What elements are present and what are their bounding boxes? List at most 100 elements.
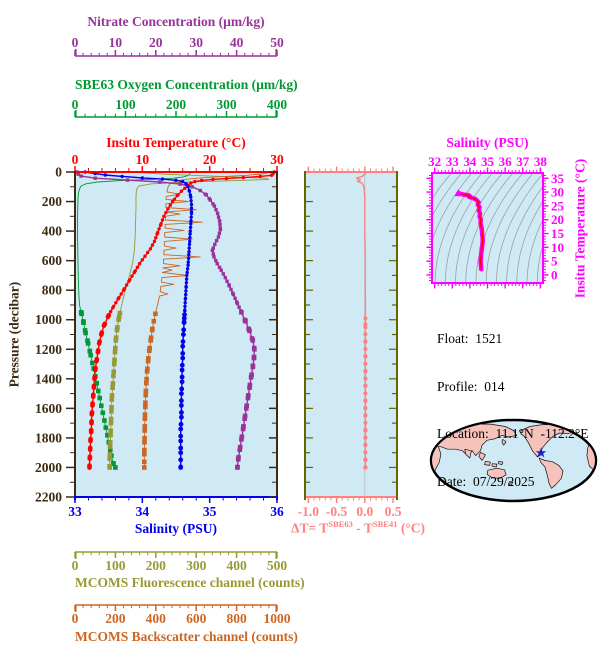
- salinity-marker: [189, 206, 194, 210]
- nitrate-axis: 0 10 20 30 40 50: [72, 35, 284, 57]
- pressure-axis-title: Pressure (decibar): [6, 281, 22, 388]
- nitrate-marker: [247, 385, 252, 390]
- temperature-marker: [166, 207, 170, 211]
- delta-t-marker: [363, 384, 368, 389]
- temperature-marker: [199, 178, 204, 183]
- salinity-marker: [189, 219, 193, 223]
- isopycnal-contour: [434, 173, 483, 283]
- nitrate-marker: [178, 182, 182, 186]
- nitrate-marker: [215, 211, 220, 216]
- pressure-tick-label: 0: [55, 165, 62, 180]
- pressure-tick-label: 2000: [35, 460, 62, 475]
- ts-sal-tick-label: 34: [463, 154, 477, 169]
- ts-sal-tick-label: 37: [516, 154, 530, 169]
- backscatter-marker: [147, 345, 152, 351]
- nitrate-marker: [211, 246, 215, 250]
- ts-temp-tick-label: 30: [551, 185, 564, 200]
- temperature-marker: [170, 199, 175, 204]
- temperature-marker: [109, 309, 113, 314]
- pressure-tick-label: 800: [42, 283, 63, 298]
- salinity-marker: [103, 173, 108, 177]
- fluorescence-marker: [108, 428, 113, 434]
- delta-t-marker: [363, 398, 368, 404]
- nitrate-marker: [235, 301, 240, 306]
- nitrate-marker: [251, 355, 257, 361]
- nitrate-marker: [241, 424, 246, 429]
- delta-t-marker: [363, 435, 368, 440]
- isopycnal-contour: [455, 173, 504, 283]
- backscatter-marker: [143, 392, 148, 398]
- temperature-marker: [89, 411, 95, 417]
- salinity-marker: [189, 222, 193, 226]
- salinity-marker: [181, 315, 187, 321]
- salinity-marker: [178, 438, 184, 444]
- delta-t-marker: [363, 369, 368, 374]
- salinity-marker: [183, 301, 187, 305]
- fluorescence-marker: [107, 444, 113, 450]
- temperature-marker: [88, 438, 93, 444]
- temperature-marker: [183, 186, 187, 190]
- fluorescence-marker: [113, 345, 118, 351]
- salinity-marker: [178, 421, 184, 427]
- oxygen-marker: [113, 465, 118, 470]
- temperature-marker: [241, 175, 245, 180]
- salinity-axis-title: Salinity (PSU): [134, 521, 218, 536]
- temperature-marker: [175, 193, 179, 198]
- ts-salinity-axis-title: Salinity (PSU): [446, 135, 529, 150]
- nitrate-marker: [76, 172, 80, 176]
- delta-t-marker: [363, 322, 368, 327]
- fluorescence-axis-tick-label: 0: [72, 558, 79, 573]
- backscatter-marker: [142, 459, 147, 465]
- delta-t-marker: [363, 428, 368, 433]
- backscatter-marker: [142, 435, 147, 441]
- salinity-marker: [179, 362, 185, 368]
- nitrate-marker: [221, 272, 225, 276]
- salinity-marker: [184, 289, 188, 293]
- world-map: [429, 418, 598, 503]
- map-landmass: [491, 463, 498, 468]
- nitrate-marker: [227, 284, 231, 288]
- oxygen-marker: [85, 338, 90, 343]
- salinity-marker: [185, 273, 189, 278]
- salinity-marker: [181, 332, 186, 337]
- fluorescence-marker: [108, 420, 114, 426]
- ts-sal-tick-label: 35: [481, 154, 495, 169]
- salinity-marker: [174, 178, 178, 182]
- fluorescence-marker: [111, 369, 116, 374]
- temperature-marker: [92, 376, 97, 382]
- salinity-marker: [184, 277, 189, 281]
- temperature-marker: [168, 203, 172, 207]
- fluorescence-axis: 0 100 200 300 400 500: [72, 551, 287, 573]
- float-info-block: Float: 1521 Profile: 014 Location: 11.1°…: [437, 299, 589, 522]
- pressure-tick-label: 2200: [35, 490, 62, 505]
- oxygen-axis-tick-label: 400: [267, 97, 288, 112]
- fluorescence-marker: [117, 310, 123, 316]
- fluorescence-marker: [114, 327, 120, 333]
- backscatter-marker: [142, 465, 147, 470]
- backscatter-axis: 0 200 400 600 800 1000: [72, 604, 291, 626]
- temperature-marker: [96, 341, 102, 346]
- delta-t-marker: [363, 346, 368, 352]
- profile-number-line: Profile: 014: [437, 378, 505, 394]
- delta-t-marker: [363, 376, 368, 381]
- ts-temperature-axis-title: Insitu Temperature (°C): [572, 158, 588, 299]
- delta-tick-label: 0.5: [385, 504, 402, 519]
- nitrate-marker: [245, 395, 251, 401]
- nitrate-marker: [211, 202, 215, 206]
- backscatter-marker: [142, 416, 148, 421]
- sal-tick-label: 35: [203, 504, 217, 519]
- temperature-marker: [193, 179, 197, 184]
- temperature-marker: [164, 210, 168, 215]
- temperature-marker: [91, 385, 97, 391]
- oxygen-marker: [97, 395, 102, 401]
- temperature-marker: [119, 292, 123, 296]
- salinity-marker: [178, 433, 184, 439]
- backscatter-marker: [143, 404, 148, 410]
- oxygen-marker: [87, 348, 93, 354]
- temperature-marker: [87, 465, 92, 470]
- salinity-marker: [183, 297, 188, 301]
- fluorescence-marker: [112, 357, 117, 363]
- main-plot-frame: 0 10 20 30 33 34 35 36 0 200 400 600 800 1000 1200 1400…: [35, 152, 284, 519]
- salinity-marker: [140, 176, 144, 180]
- delta-t-label-sup: SBE63: [328, 519, 353, 529]
